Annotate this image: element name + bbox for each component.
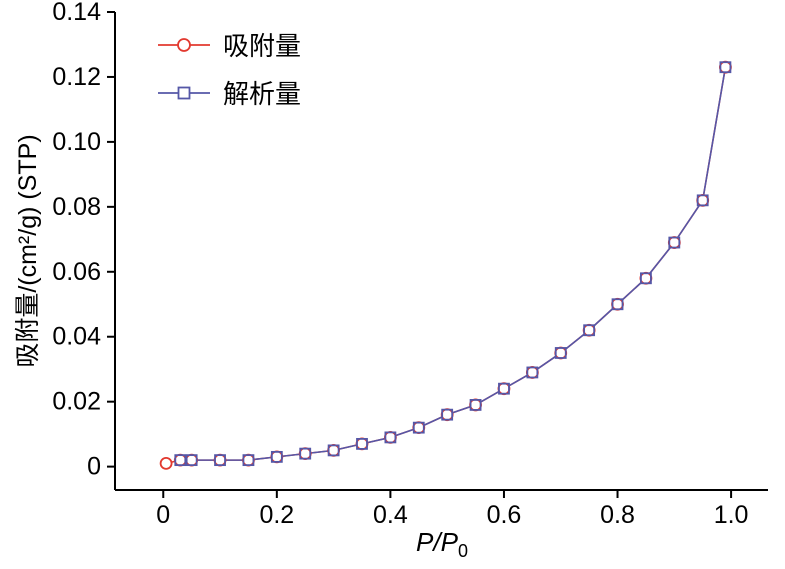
marker-square [469,399,482,411]
marker-square [412,421,425,434]
marker-circle [440,408,454,422]
series-line-吸附量 [165,67,727,465]
series-line-解析量 [180,67,727,461]
x-axis-label-main: P/P [416,527,458,557]
marker-square [242,454,255,467]
x-tick-label: 0.4 [373,501,408,529]
marker-square [299,447,312,460]
marker-square [498,382,510,395]
marker-circle [270,450,284,464]
marker-square [174,454,187,467]
legend-label-adsorption: 吸附量 [223,31,302,61]
marker-circle [327,443,341,457]
marker-square [668,236,681,249]
marker-circle [525,366,539,379]
marker-circle [639,271,653,285]
marker-circle [611,297,624,311]
marker-square [526,366,539,379]
y-tick-label: 0.10 [52,128,101,156]
legend-item-desorption: 解析量 [158,74,301,111]
marker-square [640,272,652,285]
marker-circle [173,453,187,467]
marker-square [441,408,454,421]
marker-square [214,454,226,467]
marker-square [384,431,397,444]
x-tick-label: 0.8 [600,501,635,529]
marker-circle [185,453,199,467]
square-marker-icon [158,86,210,99]
legend: 吸附量 解析量 [158,26,301,111]
marker-circle [412,421,426,435]
x-axis-label-subscript: 0 [457,541,468,562]
marker-circle [355,437,369,451]
y-tick-label: 0 [87,453,101,481]
marker-square [327,444,340,457]
marker-square [611,298,624,311]
legend-label-desorption: 解析量 [223,79,302,109]
marker-circle [213,453,227,467]
marker-square [554,347,567,359]
y-tick-label: 0.04 [52,323,101,351]
x-axis-label: P/P0 [416,527,468,562]
y-tick-label: 0.02 [52,388,101,416]
y-tick-label: 0.14 [52,0,101,26]
x-tick-label: 0.6 [487,501,522,529]
marker-circle [719,60,732,74]
marker-square [356,437,368,450]
marker-circle [582,323,596,337]
marker-circle [469,398,482,412]
marker-square [719,61,732,74]
marker-circle [554,346,568,360]
y-tick-label: 0.08 [52,193,101,221]
circle-marker-icon [158,37,210,52]
marker-square [583,324,596,337]
marker-circle [667,236,681,249]
x-tick-label: 0.2 [259,501,294,529]
marker-circle [298,447,312,461]
marker-circle [242,453,255,467]
marker-circle [383,430,397,444]
marker-circle [497,382,511,396]
y-tick-label: 0.12 [52,63,101,91]
x-tick-label: 0 [156,501,170,529]
marker-square [696,194,709,207]
y-tick-label: 0.06 [52,258,101,286]
legend-item-adsorption: 吸附量 [158,26,301,63]
marker-circle [159,456,173,470]
marker-square [185,454,198,467]
marker-square [270,450,283,463]
y-axis-label: 吸附量/(cm²/g) (STP) [14,134,42,368]
x-tick-label: 1.0 [714,501,749,529]
marker-circle [696,193,710,207]
